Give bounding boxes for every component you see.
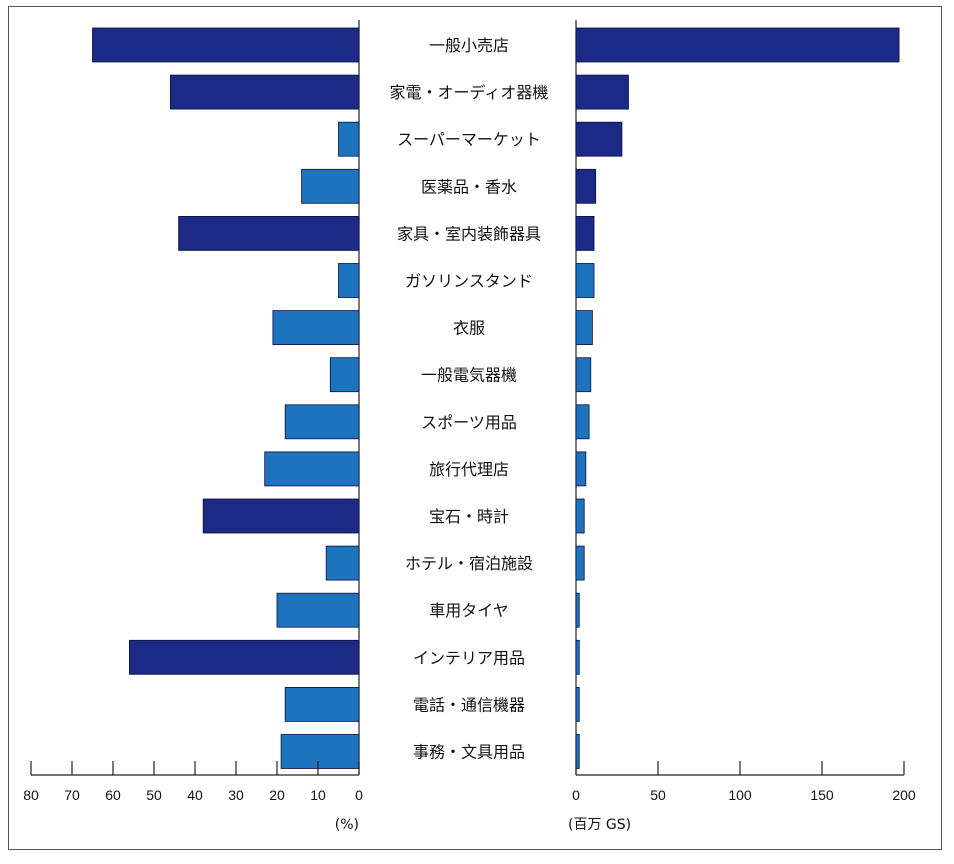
left-tick-label: 30: [228, 787, 244, 803]
left-bar: [264, 451, 360, 487]
category-label: ホテル・宿泊施設: [405, 554, 533, 573]
left-bar: [284, 687, 360, 722]
right-bar: [575, 215, 595, 251]
right-bar: [575, 545, 585, 581]
category-label: 家具・室内装飾器具: [397, 224, 541, 243]
right-unit-label: (百万 GS): [568, 817, 631, 833]
category-label: 家電・オーディオ器機: [390, 83, 549, 102]
left-bar: [280, 734, 360, 769]
right-tick-label: 200: [892, 787, 916, 803]
left-bar: [329, 357, 360, 393]
right-bar: [575, 404, 590, 440]
category-label: スポーツ用品: [421, 413, 517, 432]
left-tick-label: 80: [23, 787, 39, 803]
right-bar: [575, 27, 900, 63]
category-label: インテリア用品: [413, 648, 525, 667]
category-label: 一般電気器機: [421, 366, 517, 385]
category-label: スーパーマーケット: [397, 130, 541, 149]
right-tick-label: 100: [728, 787, 752, 803]
category-label: 宝石・時計: [429, 507, 509, 526]
left-tick-label: 60: [105, 787, 121, 803]
left-bar: [338, 121, 360, 157]
right-bar: [575, 734, 580, 769]
right-bar: [575, 451, 587, 487]
left-bar: [169, 74, 360, 110]
left-bar: [128, 639, 360, 675]
right-bar: [575, 121, 623, 157]
left-bar: [338, 263, 360, 298]
left-bar: [325, 545, 360, 581]
right-bar: [575, 168, 597, 204]
category-label: ガソリンスタンド: [405, 272, 533, 291]
category-label: 衣服: [453, 319, 485, 338]
right-tick-label: 50: [650, 787, 666, 803]
left-tick-label: 0: [355, 787, 363, 803]
category-label: 医薬品・香水: [421, 177, 517, 196]
left-tick-label: 20: [269, 787, 285, 803]
right-bar: [575, 74, 629, 110]
category-label: 事務・文具用品: [413, 743, 525, 762]
left-unit-label: (%): [335, 817, 359, 833]
left-bar: [284, 404, 360, 440]
category-label: 旅行代理店: [429, 460, 509, 479]
left-tick-label: 50: [146, 787, 162, 803]
right-tick-label: 150: [810, 787, 834, 803]
right-bar: [575, 263, 595, 298]
category-label: 車用タイヤ: [429, 601, 509, 620]
left-bar: [92, 27, 360, 63]
right-bar: [575, 687, 580, 722]
left-tick-label: 40: [187, 787, 203, 803]
right-bar: [575, 498, 585, 534]
left-bar: [178, 215, 360, 251]
category-label: 電話・通信機器: [413, 695, 525, 714]
right-bar: [575, 357, 592, 393]
left-tick-label: 10: [310, 787, 326, 803]
left-tick-label: 70: [64, 787, 80, 803]
left-bar: [272, 310, 360, 346]
right-bar: [575, 310, 593, 346]
left-bar: [276, 592, 360, 628]
right-bar: [575, 639, 580, 675]
right-tick-label: 0: [572, 787, 580, 803]
left-bar: [301, 168, 360, 204]
left-bar: [202, 498, 360, 534]
category-label: 一般小売店: [429, 36, 509, 55]
right-bar: [575, 592, 580, 628]
chart-frame: [8, 6, 942, 850]
